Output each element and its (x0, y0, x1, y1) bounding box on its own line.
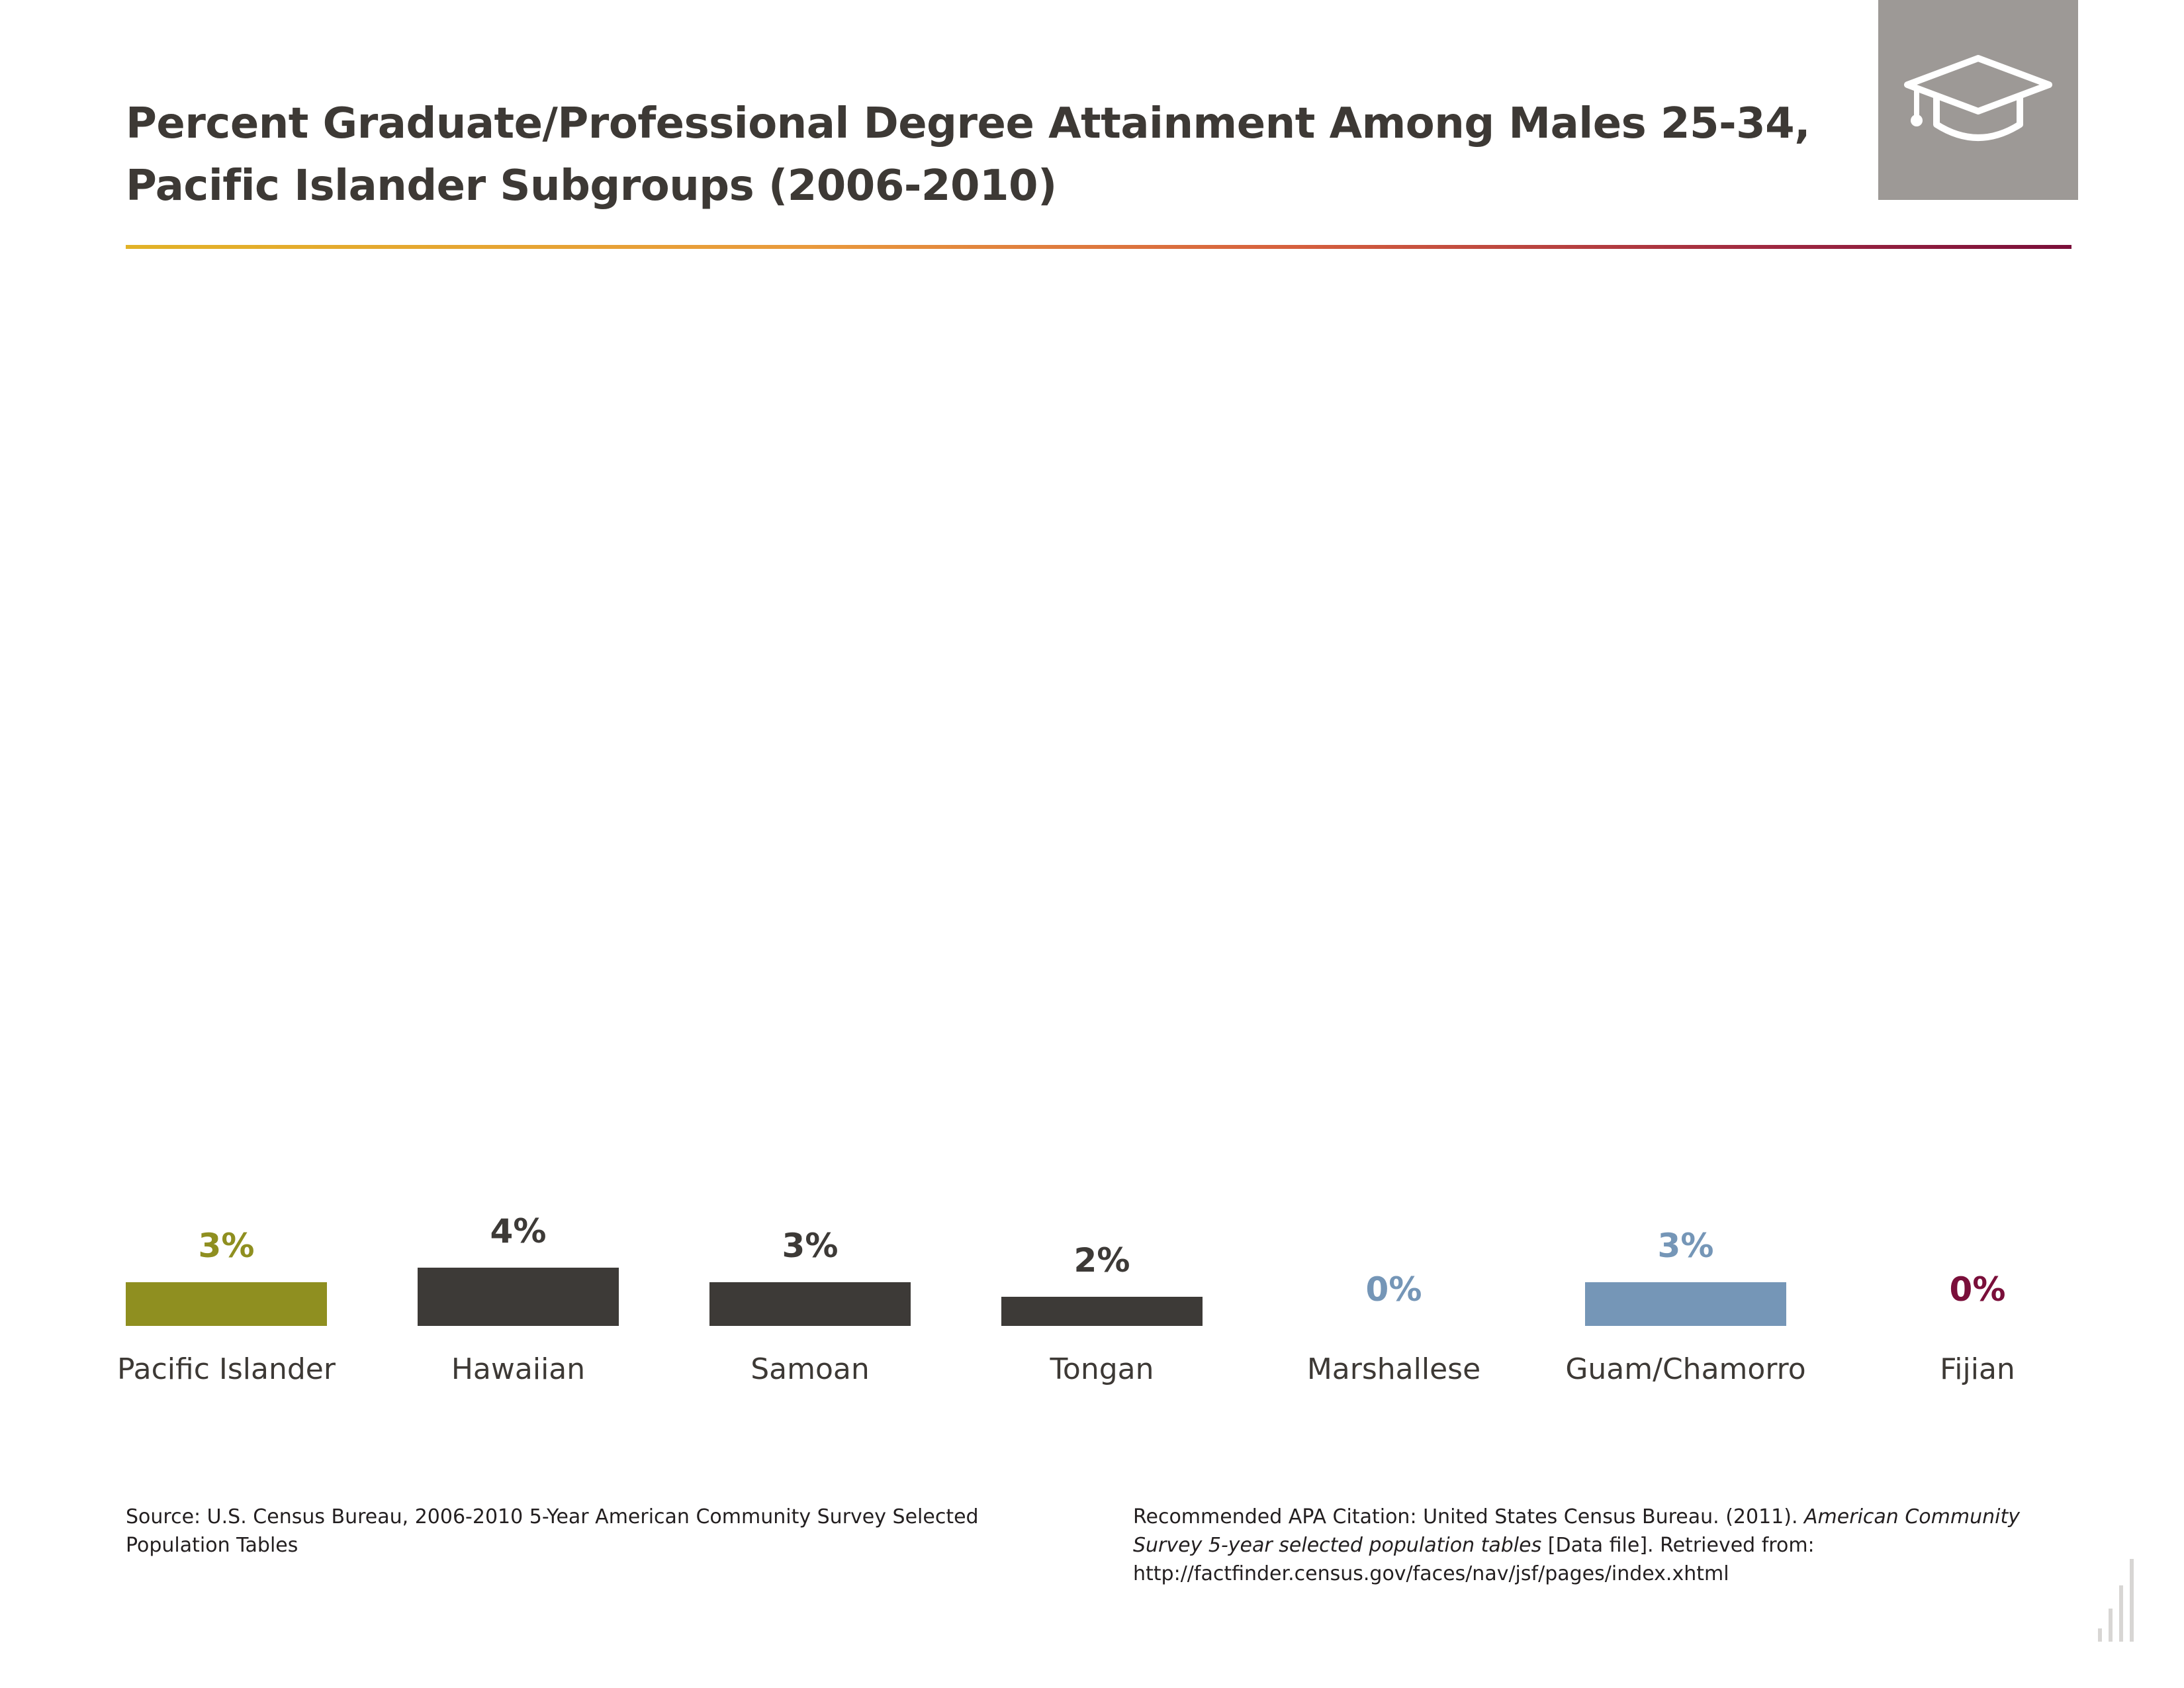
chart-title-line-1: Percent Graduate/Professional Degree Att… (126, 99, 1811, 148)
citation-prefix: Recommended APA Citation: United States … (1133, 1505, 1805, 1528)
bar-group-marshallese: 0% Marshallese (1307, 1270, 1480, 1386)
bar-group-hawaiian: 4% Hawaiian (418, 1212, 619, 1386)
bar-guam-chamorro (1585, 1282, 1786, 1326)
data-label-fijian: 0% (1950, 1270, 2006, 1309)
bar-samoan (709, 1282, 911, 1326)
data-label-marshallese: 0% (1366, 1270, 1422, 1309)
category-label-marshallese: Marshallese (1307, 1352, 1480, 1386)
apa-citation: Recommended APA Citation: United States … (1133, 1503, 2073, 1588)
citation-title: American Community Survey 5-year selecte… (1133, 1505, 2020, 1557)
bars-logo-icon (2098, 1559, 2134, 1642)
source-note: Source: U.S. Census Bureau, 2006-2010 5-… (126, 1505, 979, 1557)
title-divider (126, 245, 2071, 249)
category-label-pacific-islander: Pacific Islander (117, 1352, 336, 1386)
data-label-hawaiian: 4% (490, 1212, 547, 1250)
graduation-cap-badge (1878, 0, 2078, 200)
bar-chart: 3% Pacific Islander 4% Hawaiian 3% Samoan 2% To… (117, 1212, 2015, 1386)
category-label-guam-chamorro: Guam/Chamorro (1565, 1352, 1805, 1386)
bar-group-pacific-islander: 3% Pacific Islander (117, 1227, 336, 1386)
data-label-pacific-islander: 3% (199, 1227, 255, 1265)
data-label-samoan: 3% (782, 1227, 839, 1265)
data-label-tongan: 2% (1074, 1241, 1130, 1280)
chart-title-line-2: Pacific Islander Subgroups (2006-2010) (126, 162, 1057, 211)
bar-group-tongan: 2% Tongan (1001, 1241, 1203, 1386)
chart-title: Percent Graduate/Professional Degree Att… (126, 93, 1811, 217)
bar-tongan (1001, 1297, 1203, 1326)
bar-group-guam-chamorro: 3% Guam/Chamorro (1565, 1227, 1805, 1386)
graduation-cap-icon (1904, 55, 2052, 141)
bar-pacific-islander (126, 1282, 327, 1326)
category-label-fijian: Fijian (1940, 1352, 2015, 1386)
bar-hawaiian (418, 1268, 619, 1326)
category-label-tongan: Tongan (1050, 1352, 1154, 1386)
citation-suffix: [Data file]. Retrieved from: http://fact… (1133, 1534, 1815, 1585)
bar-group-samoan: 3% Samoan (709, 1227, 911, 1386)
category-label-samoan: Samoan (751, 1352, 870, 1386)
category-label-hawaiian: Hawaiian (451, 1352, 585, 1386)
data-label-guam-chamorro: 3% (1658, 1227, 1714, 1265)
bar-group-fijian: 0% Fijian (1940, 1270, 2015, 1386)
